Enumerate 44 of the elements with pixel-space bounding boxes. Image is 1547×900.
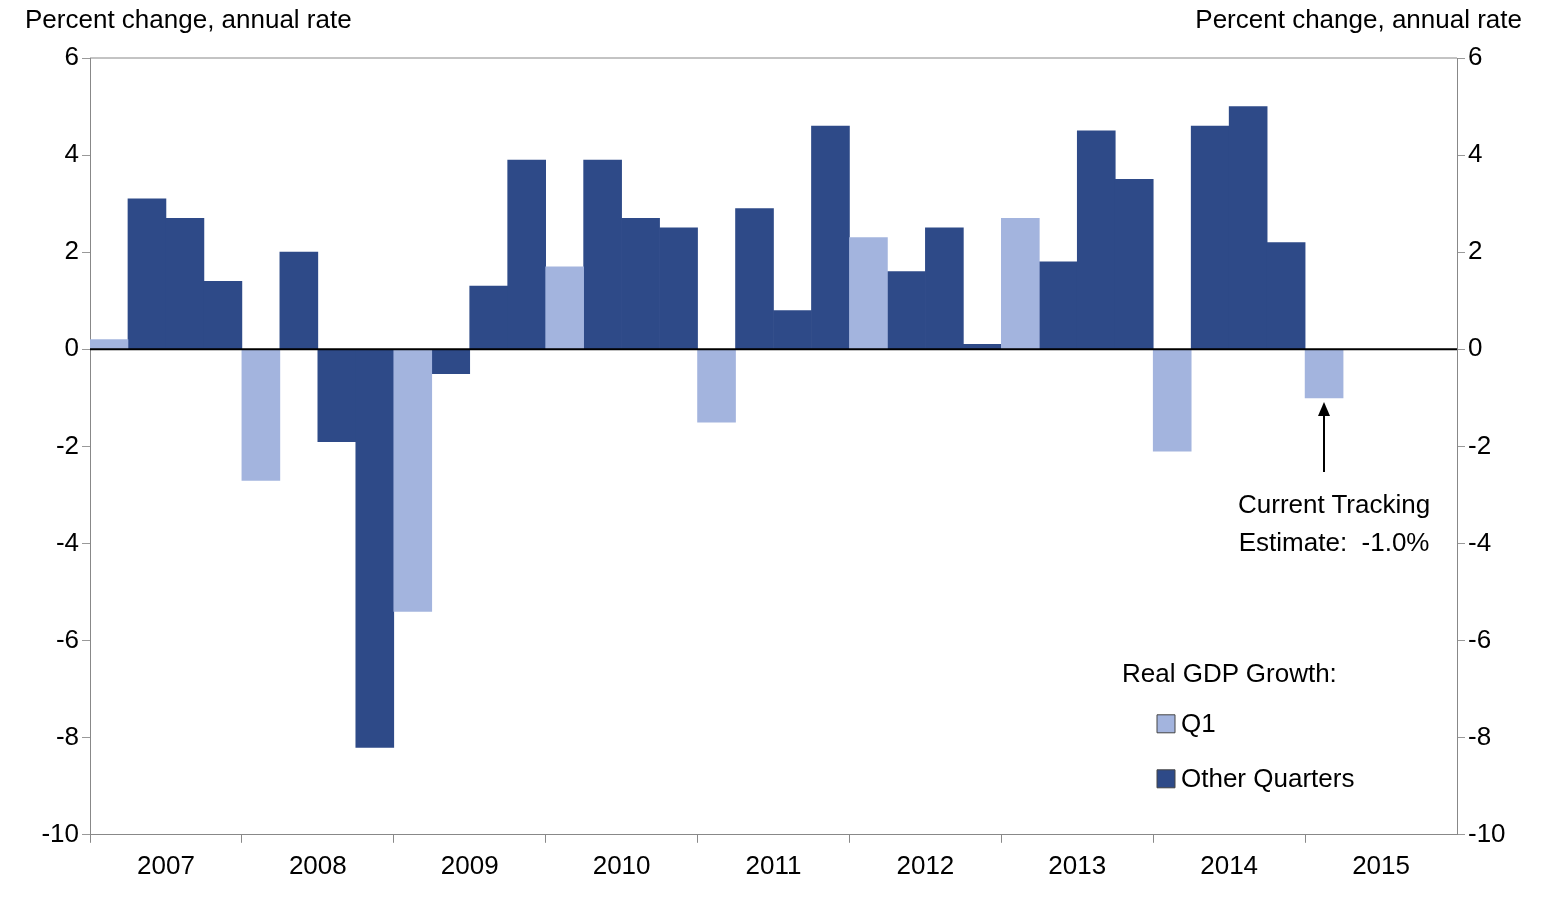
y-tick-label: 2 (64, 235, 79, 266)
bar (279, 251, 319, 350)
y2-tick-label: -4 (1468, 526, 1492, 557)
y-tick-label: -6 (55, 623, 79, 654)
y-tick-label: 6 (64, 41, 79, 72)
y-tick-label: -8 (55, 720, 79, 751)
bar (1304, 349, 1344, 399)
y2-tick-label: -10 (1468, 817, 1506, 848)
legend-title: Real GDP Growth: (1122, 657, 1337, 688)
legend-label: Other Quarters (1181, 762, 1355, 793)
y-tick-label: 0 (64, 332, 79, 363)
annotation: Current Tracking Estimate: -1.0% (1238, 489, 1431, 558)
y-tick-label: -2 (55, 429, 79, 460)
x-tick-label: 2013 (1048, 849, 1107, 880)
y2-tick-label: -8 (1468, 720, 1492, 751)
bar (90, 339, 129, 350)
y2-tick-label: -6 (1468, 623, 1492, 654)
x-tick-label: 2010 (592, 849, 651, 880)
y-tick-label: -10 (41, 817, 79, 848)
bar (393, 349, 433, 612)
bar (431, 349, 471, 374)
bar (241, 349, 281, 481)
y2-tick-label: 6 (1468, 41, 1483, 72)
y-tick-label: -4 (55, 526, 79, 557)
x-tick-label: 2012 (896, 849, 955, 880)
bar (849, 237, 888, 350)
x-tick-label: 2015 (1352, 849, 1410, 880)
legend-label: Q1 (1181, 707, 1216, 738)
x-tick-label: 2007 (137, 849, 195, 880)
bar (697, 349, 736, 423)
y-axis-title: Percent change, annual rate (25, 4, 352, 35)
y2-axis-title: Percent change, annual rate (1195, 4, 1522, 35)
y2-tick-label: 4 (1468, 138, 1483, 169)
x-tick-label: 2008 (288, 849, 347, 880)
bar (545, 266, 584, 350)
x-tick-label: 2011 (745, 849, 802, 880)
y-tick-label: 4 (64, 138, 79, 169)
bar (1001, 217, 1040, 350)
y2-tick-label: 2 (1468, 235, 1483, 266)
y2-tick-label: -2 (1468, 429, 1492, 460)
y2-tick-label: 0 (1468, 332, 1483, 363)
x-tick-label: 2014 (1200, 849, 1259, 880)
x-tick-label: 2009 (440, 849, 499, 880)
bar (1152, 349, 1192, 452)
